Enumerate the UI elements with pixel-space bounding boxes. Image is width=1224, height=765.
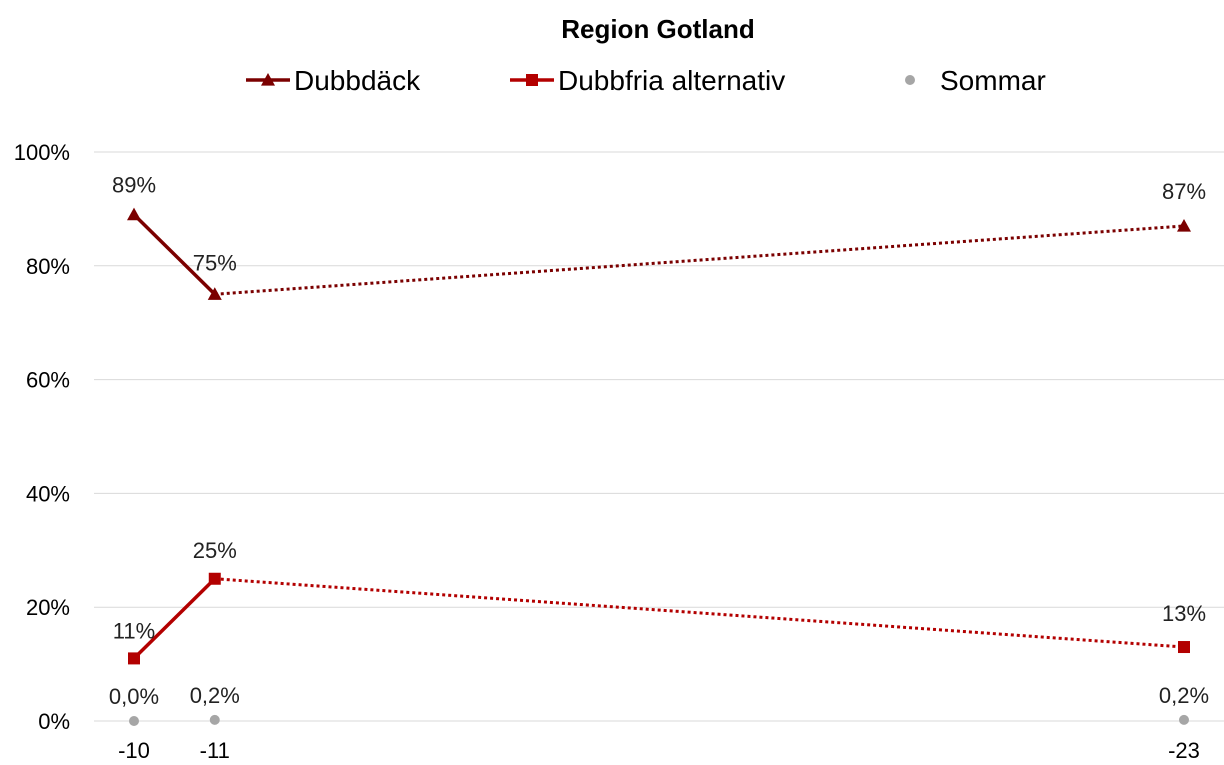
sommar-data-label: 0,0% [109, 684, 159, 709]
legend-marker-dubbd-ck [261, 73, 275, 86]
sommar-point [129, 716, 139, 726]
x-axis-ticks: -10 -11 -23 [118, 738, 1200, 763]
dubbd-ck-data-label: 89% [112, 173, 156, 198]
legend-item-dubbd-ck: Dubbdäck [246, 65, 421, 96]
dubbfria-alternativ-point [208, 572, 221, 585]
legend-label-dubbfria-alternativ: Dubbfria alternativ [558, 65, 785, 96]
data-labels: 89% 75% 87% 11% 25% 13% 0,0% 0,2% 0,2% [109, 173, 1209, 709]
dubbd-ck-segment [214, 224, 1185, 296]
dubbd-ck-data-label: 87% [1162, 179, 1206, 204]
legend-marker-dubbfria-alternativ [526, 74, 538, 86]
legend: Dubbdäck Dubbfria alternativ Sommar [246, 65, 1046, 96]
legend-item-sommar: Sommar [905, 65, 1046, 96]
y-tick-label: 20% [26, 595, 70, 620]
sommar-data-label: 0,2% [1159, 683, 1209, 708]
legend-item-dubbfria-alternativ: Dubbfria alternativ [510, 65, 785, 96]
dubbd-ck-point [207, 287, 222, 300]
y-tick-label: 60% [26, 368, 70, 393]
y-tick-label: 0% [38, 709, 70, 734]
legend-marker-sommar [905, 75, 915, 85]
legend-label-dubbd-ck: Dubbdäck [294, 65, 421, 96]
dubbd-ck-point [1177, 218, 1191, 232]
gridlines [94, 151, 1224, 722]
y-tick-label: 40% [26, 481, 70, 506]
dubbfria-alternativ-data-label: 11% [113, 618, 155, 643]
y-axis-ticks: 0% 20% 40% 60% 80% 100% [14, 140, 70, 734]
y-tick-label: 100% [14, 140, 70, 165]
dubbd-ck-data-label: 75% [193, 250, 237, 275]
dubbfria-alternativ-data-label: 25% [193, 538, 237, 563]
dubbfria-alternativ-point [128, 652, 140, 665]
x-tick-label: -23 [1168, 738, 1200, 763]
dubbfria-alternativ-data-label: 13% [1162, 601, 1206, 626]
sommar-data-label: 0,2% [190, 683, 240, 708]
dubbfria-alternativ-segment [132, 577, 216, 660]
series-layer [127, 207, 1191, 726]
legend-label-sommar: Sommar [940, 65, 1046, 96]
sommar-point [209, 714, 220, 725]
dubbd-ck-point [127, 207, 141, 221]
y-tick-label: 80% [26, 254, 70, 279]
sommar-point [1179, 714, 1189, 725]
x-tick-label: -10 [118, 738, 150, 763]
dubbd-ck-segment [132, 213, 216, 296]
x-tick-label: -11 [200, 738, 230, 763]
dubbfria-alternativ-point [1178, 641, 1190, 654]
chart-title: Region Gotland [561, 14, 755, 44]
dubbfria-alternativ-segment [214, 577, 1185, 649]
